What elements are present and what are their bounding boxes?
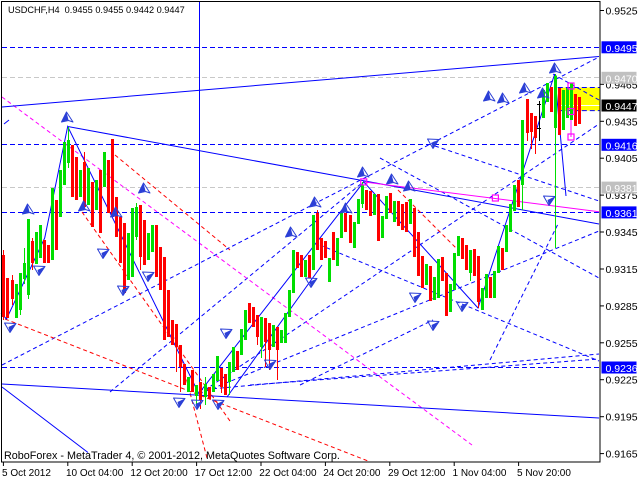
- svg-text:0.9495: 0.9495: [606, 43, 638, 55]
- svg-text:0.9361: 0.9361: [606, 208, 638, 220]
- svg-text:0.9165: 0.9165: [606, 449, 638, 461]
- svg-text:29 Oct 12:00: 29 Oct 12:00: [388, 468, 446, 479]
- svg-text:0.9236: 0.9236: [606, 363, 638, 375]
- svg-text:0.9285: 0.9285: [606, 301, 638, 313]
- svg-text:RoboForex - MetaTrader 4, © 20: RoboForex - MetaTrader 4, © 2001-2012, M…: [4, 450, 340, 462]
- svg-text:0.9225: 0.9225: [606, 375, 638, 387]
- svg-text:0.9195: 0.9195: [606, 412, 638, 424]
- svg-text:0.9255: 0.9255: [606, 338, 638, 350]
- svg-text:0.9447: 0.9447: [606, 101, 638, 113]
- svg-text:24 Oct 20:00: 24 Oct 20:00: [323, 468, 381, 479]
- svg-text:1 Nov 04:00: 1 Nov 04:00: [453, 468, 507, 479]
- svg-text:12 Oct 20:00: 12 Oct 20:00: [130, 468, 188, 479]
- svg-text:5 Oct 2012: 5 Oct 2012: [2, 468, 51, 479]
- svg-text:0.9405: 0.9405: [606, 153, 638, 165]
- svg-text:USDCHF,H4 0.9455 0.9455 0.944: USDCHF,H4 0.9455 0.9455 0.9442 0.9447: [8, 5, 185, 15]
- svg-text:0.9525: 0.9525: [606, 6, 638, 18]
- svg-text:0.9345: 0.9345: [606, 227, 638, 239]
- svg-text:0.9381: 0.9381: [606, 183, 638, 195]
- svg-text:17 Oct 12:00: 17 Oct 12:00: [195, 468, 253, 479]
- svg-text:0.9435: 0.9435: [606, 116, 638, 128]
- svg-text:0.9416: 0.9416: [606, 140, 638, 152]
- svg-text:10 Oct 04:00: 10 Oct 04:00: [66, 468, 124, 479]
- svg-text:5 Nov 20:00: 5 Nov 20:00: [517, 468, 571, 479]
- svg-text:0.9470: 0.9470: [606, 73, 638, 85]
- svg-text:22 Oct 04:00: 22 Oct 04:00: [259, 468, 317, 479]
- svg-text:0.9315: 0.9315: [606, 264, 638, 276]
